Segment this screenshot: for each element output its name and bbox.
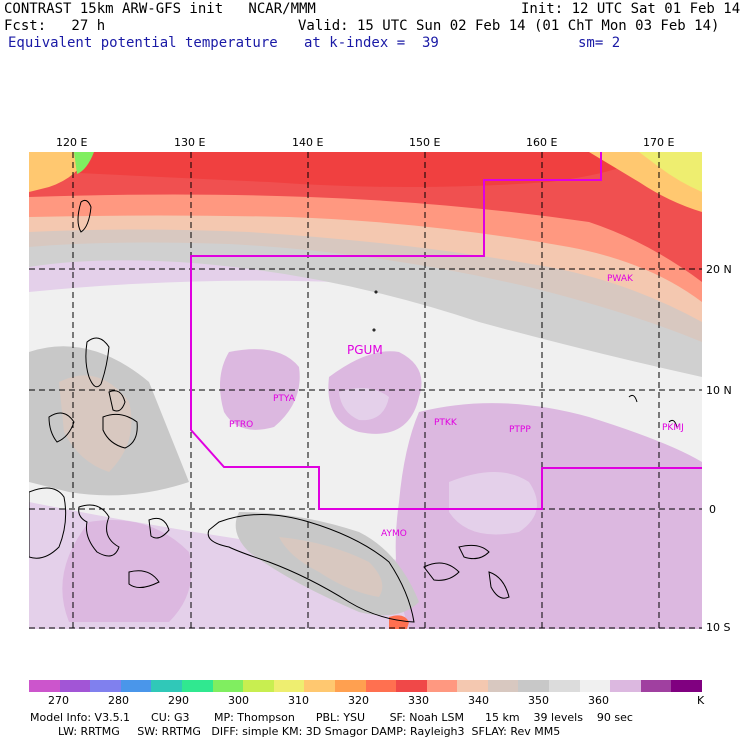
graticule (29, 152, 702, 629)
coast-solomons (488, 571, 510, 599)
colorbar-swatch (59, 680, 91, 692)
coast-taiwan (77, 199, 92, 233)
field-ng-warm (389, 615, 409, 629)
level-index: at k-index = 39 (304, 35, 439, 51)
colorbar-swatch (90, 680, 122, 692)
colorbar-unit: K (697, 694, 705, 707)
colorbar-label: 280 (108, 694, 129, 707)
field-purple-4 (62, 520, 192, 622)
field-band-330 (29, 152, 702, 282)
field-band-325 (59, 152, 649, 187)
coast-new-britain (423, 562, 460, 581)
field-ng-tan (279, 537, 383, 597)
colorbar-swatch (549, 680, 581, 692)
lon-label-160e: 160 E (526, 136, 558, 149)
colorbar-swatch (151, 680, 183, 692)
station-ptro: PTRO (229, 420, 253, 430)
station-ptya: PTYA (273, 394, 296, 404)
colorbar-label: 300 (228, 694, 249, 707)
coast-mindanao (102, 413, 138, 449)
coast-visayas (108, 390, 126, 412)
colorbar-swatch (304, 680, 336, 692)
colorbar-label: 310 (288, 694, 309, 707)
colorbar-swatch (518, 680, 550, 692)
lat-label-20n: 20 N (706, 263, 732, 276)
station-ptpp: PTPP (509, 425, 531, 435)
coast-halmahera (148, 517, 170, 539)
colorbar-swatch (243, 680, 275, 692)
theta-e-map: PGUM PTYA PTRO PTKK PTPP PKMJ PWAK AYMO (29, 152, 702, 629)
colorbar-swatch (181, 680, 214, 692)
colorbar-swatch (426, 680, 458, 692)
colorbar-swatch (640, 680, 672, 692)
colorbar-label: 270 (48, 694, 69, 707)
station-aymo: AYMO (381, 529, 407, 539)
coastlines (29, 199, 678, 623)
model-title: CONTRAST 15km ARW-GFS init NCAR/MMM (4, 1, 316, 17)
colorbar-label: 360 (588, 694, 609, 707)
coast-sulawesi (78, 504, 120, 557)
colorbar-swatch (457, 680, 489, 692)
lat-label-10n: 10 N (706, 384, 732, 397)
coast-new-ireland (458, 544, 490, 560)
field-name: Equivalent potential temperature (8, 35, 278, 51)
lon-label-120e: 120 E (56, 136, 88, 149)
coast-borneo (29, 487, 67, 559)
map-canvas: PGUM PTYA PTRO PTKK PTPP PKMJ PWAK AYMO (29, 152, 702, 629)
coast-marshall-isles (628, 394, 678, 428)
lon-label-170e: 170 E (643, 136, 675, 149)
lon-label-130e: 130 E (174, 136, 206, 149)
field-band-310 (639, 152, 702, 192)
coast-guam (372, 328, 376, 332)
field-purple-3 (395, 403, 702, 629)
colorbar-label: 320 (348, 694, 369, 707)
colorbar-label: 350 (528, 694, 549, 707)
field-band-nw (29, 152, 89, 192)
colorbar-swatch (579, 680, 611, 692)
smoothing: sm= 2 (578, 35, 621, 51)
domain-boundary-line (190, 152, 702, 510)
valid-time: Valid: 15 UTC Sun 02 Feb 14 (01 ChT Mon … (298, 18, 720, 34)
colorbar-swatch (334, 680, 366, 692)
field-band-nw-green (74, 152, 94, 174)
colorbar-swatch (671, 680, 703, 692)
init-time: Init: 12 UTC Sat 01 Feb 14 (521, 1, 740, 17)
station-ptkk: PTKK (434, 418, 458, 428)
station-pgum: PGUM (347, 343, 383, 357)
forecast-hour: Fcst: 27 h (4, 18, 106, 34)
station-pwak: PWAK (607, 274, 634, 284)
coast-luzon (85, 337, 110, 388)
colorbar-label: 290 (168, 694, 189, 707)
coast-new-guinea (207, 514, 415, 623)
field-purple-3b (449, 472, 537, 535)
coast-palawan (48, 412, 75, 443)
field-purple-2b (339, 388, 389, 421)
model-info-line2: LW: RRTMG SW: RRTMG DIFF: simple KM: 3D … (30, 725, 561, 738)
colorbar-swatch (120, 680, 152, 692)
colorbar-label: 340 (468, 694, 489, 707)
colorbar-swatch (273, 680, 305, 692)
lon-label-140e: 140 E (292, 136, 324, 149)
coast-saipan (374, 290, 378, 294)
colorbar-swatch (212, 680, 244, 692)
colorbar-swatch (610, 680, 642, 692)
lat-label-0: 0 (709, 503, 716, 516)
field-west-tan (59, 375, 132, 472)
lat-label-10s: 10 S (706, 621, 731, 634)
colorbar-label: 330 (408, 694, 429, 707)
colorbar-swatch (365, 680, 397, 692)
model-info-line1: Model Info: V3.5.1 CU: G3 MP: Thompson P… (30, 711, 633, 724)
lon-label-150e: 150 E (409, 136, 441, 149)
domain-boundary (190, 152, 702, 510)
colorbar-swatch (487, 680, 519, 692)
colorbar-swatch (396, 680, 428, 692)
station-pkmj: PKMJ (662, 423, 684, 433)
colorbar-swatch (29, 680, 61, 692)
coast-seram (128, 570, 160, 588)
